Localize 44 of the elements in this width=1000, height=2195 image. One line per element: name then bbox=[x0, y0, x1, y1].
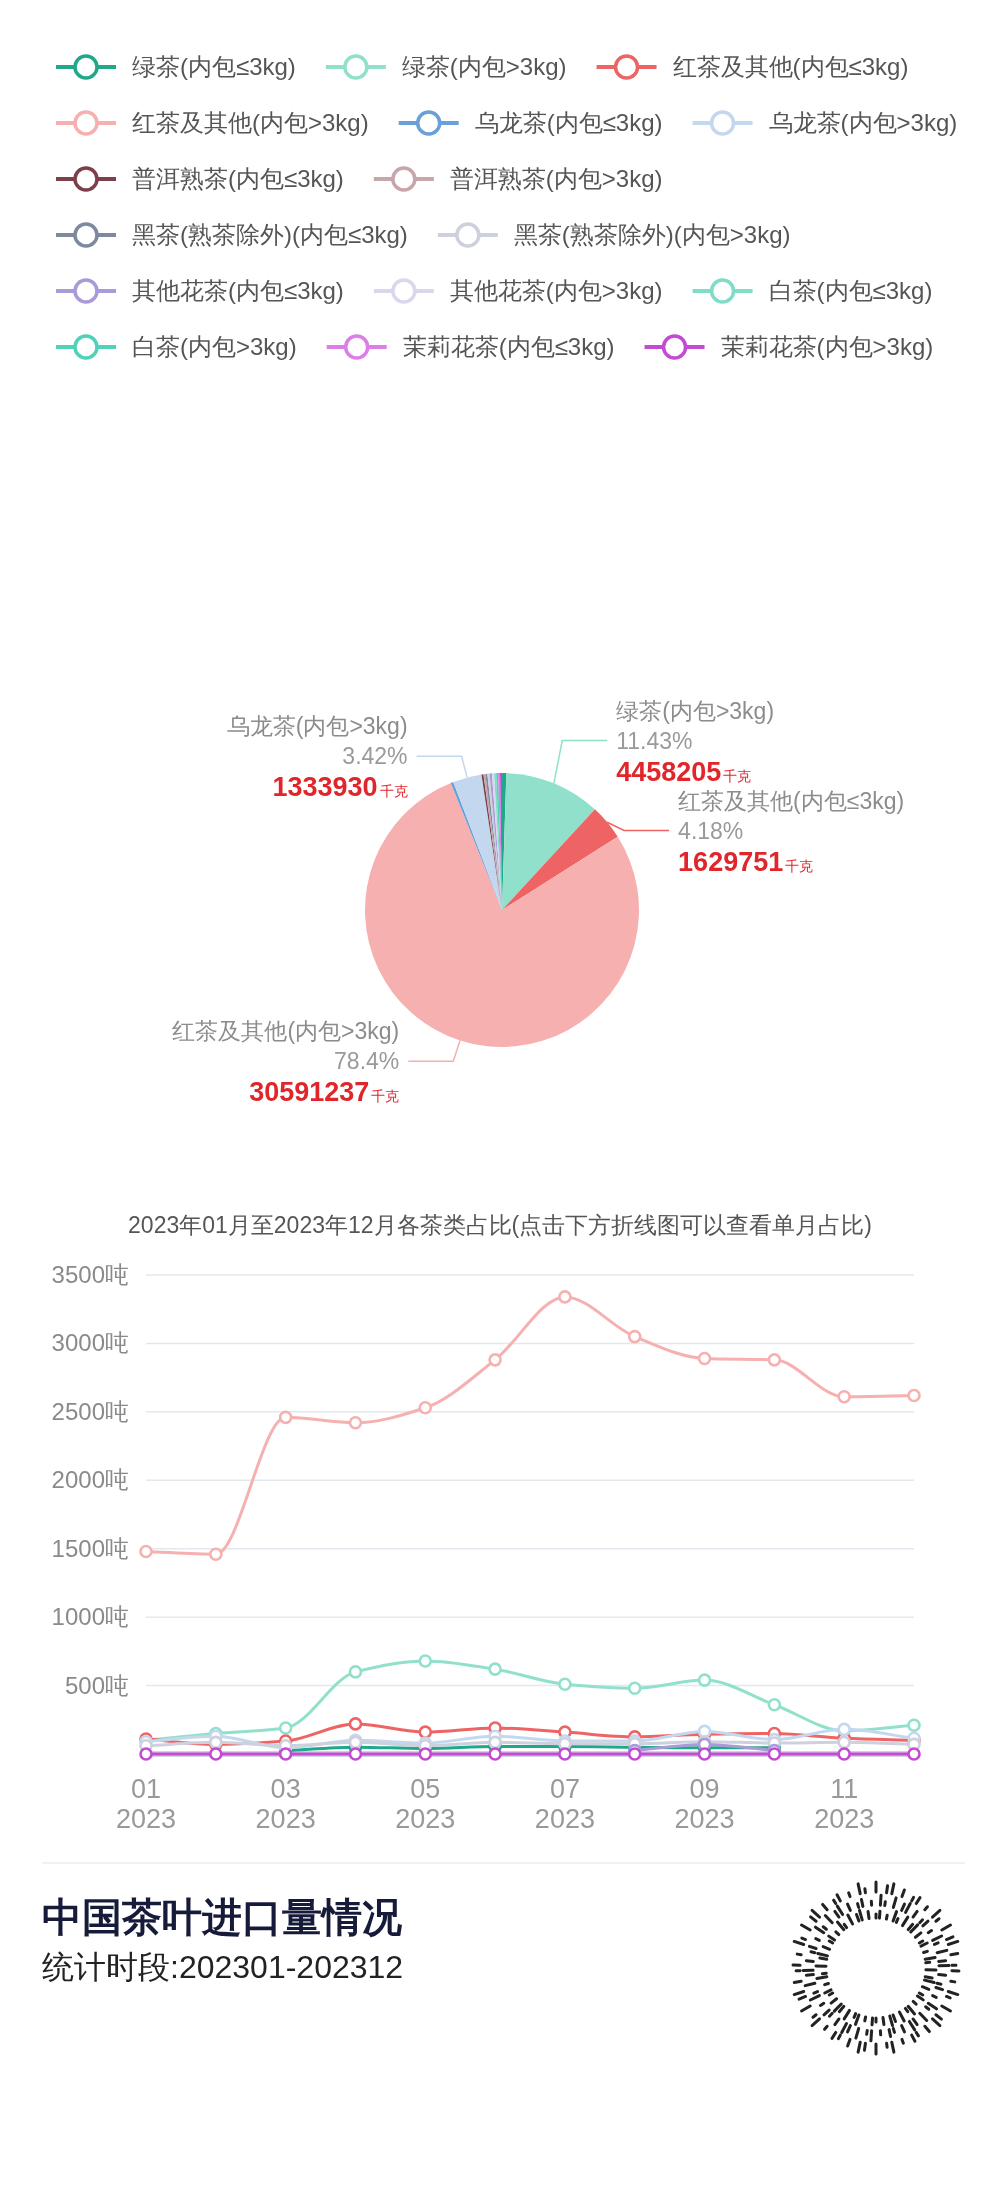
y-tick-label: 500吨 bbox=[64, 1671, 129, 1699]
x-tick-label: 09 2023 bbox=[674, 1774, 735, 1834]
y-tick-label: 2500吨 bbox=[51, 1397, 129, 1425]
slice-value: 1629751千克 bbox=[678, 846, 814, 877]
legend-label: 其他花茶(内包≤3kg) bbox=[132, 277, 344, 304]
legend-label: 白茶(内包>3kg) bbox=[132, 333, 297, 360]
y-tick-label: 3000吨 bbox=[51, 1329, 129, 1357]
x-tick-label: 05 2023 bbox=[395, 1774, 456, 1834]
x-tick-label: 03 2023 bbox=[255, 1774, 316, 1834]
slice-value: 30591237千克 bbox=[249, 1077, 400, 1108]
legend-label: 绿茶(内包>3kg) bbox=[401, 53, 567, 80]
legend-label: 黑茶(熟茶除外)(内包≤3kg) bbox=[132, 221, 408, 248]
y-tick-label: 3500吨 bbox=[51, 1261, 129, 1288]
card-title: 中国茶叶进口量情况 bbox=[42, 1895, 402, 1939]
slice-share: 78.4% bbox=[334, 1048, 400, 1075]
legend-label: 红茶及其他(内包>3kg) bbox=[132, 109, 369, 136]
legend-label: 茉莉花茶(内包≤3kg) bbox=[402, 333, 615, 360]
slice-share: 11.43% bbox=[616, 727, 693, 754]
legend-label: 乌龙茶(内包>3kg) bbox=[768, 109, 958, 136]
y-tick-label: 2000吨 bbox=[51, 1466, 129, 1494]
legend-label: 白茶(内包≤3kg) bbox=[768, 277, 933, 304]
slice-value: 1333930千克 bbox=[272, 772, 408, 803]
x-tick-label: 07 2023 bbox=[534, 1774, 595, 1834]
slice-share: 3.42% bbox=[342, 743, 408, 770]
y-tick-label: 1500吨 bbox=[51, 1534, 129, 1562]
y-tick-label: 1000吨 bbox=[51, 1603, 129, 1631]
legend-label: 普洱熟茶(内包>3kg) bbox=[449, 165, 663, 192]
legend-label: 其他花茶(内包>3kg) bbox=[449, 277, 663, 304]
x-tick-label: 11 2023 bbox=[814, 1774, 875, 1834]
legend-label: 黑茶(熟茶除外)(内包>3kg) bbox=[513, 221, 791, 248]
legend-label: 普洱熟茶(内包≤3kg) bbox=[132, 165, 344, 192]
slice-name: 乌龙茶(内包>3kg) bbox=[226, 713, 408, 740]
slice-value: 4458205千克 bbox=[616, 756, 752, 787]
legend-label: 红茶及其他(内包≤3kg) bbox=[672, 53, 909, 80]
legend-label: 乌龙茶(内包≤3kg) bbox=[474, 109, 663, 136]
legend-label: 茉莉花茶(内包>3kg) bbox=[720, 333, 934, 360]
slice-name: 绿茶(内包>3kg) bbox=[616, 697, 775, 724]
legend-label: 绿茶(内包≤3kg) bbox=[132, 53, 296, 80]
x-tick-label: 01 2023 bbox=[115, 1774, 177, 1834]
slice-name: 红茶及其他(内包≤3kg) bbox=[678, 787, 905, 814]
slice-share: 4.18% bbox=[678, 817, 744, 844]
chart-title: 2023年01月至2023年12月各茶类占比(点击下方折线图可以查看单月占比) bbox=[128, 1212, 872, 1238]
card-subtitle: 统计时段:202301-202312 bbox=[42, 1949, 404, 1985]
slice-name: 红茶及其他(内包>3kg) bbox=[172, 1018, 400, 1045]
